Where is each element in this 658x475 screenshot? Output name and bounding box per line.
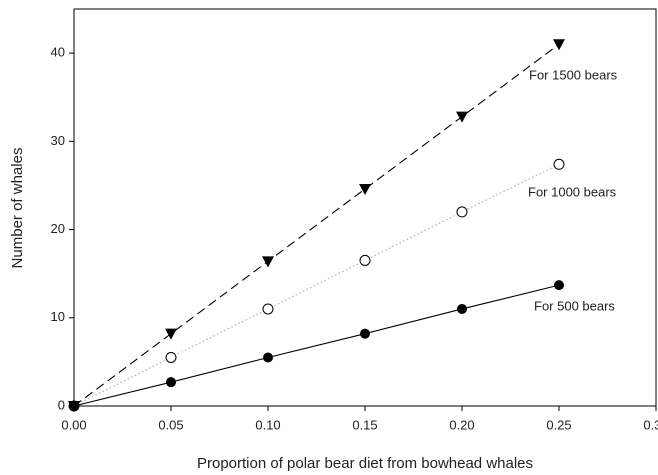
marker [359, 254, 371, 266]
marker [359, 183, 371, 195]
series-label: For 1500 bears [529, 67, 618, 82]
y-tick-label: 0 [58, 397, 65, 412]
series-line [73, 284, 560, 407]
x-tick-label: 0.25 [546, 417, 571, 432]
x-tick-label: 0.15 [352, 417, 377, 432]
y-tick-label: 10 [51, 309, 65, 324]
x-tick-label: 0.20 [449, 417, 474, 432]
series-line [73, 43, 560, 407]
marker [553, 158, 565, 170]
marker [360, 328, 370, 339]
marker [165, 328, 177, 340]
marker [456, 206, 468, 218]
marker [165, 351, 177, 363]
x-tick-label: 0.05 [158, 417, 183, 432]
y-axis-label: Number of whales [9, 148, 26, 269]
y-tick-label: 40 [51, 45, 65, 60]
marker [554, 280, 564, 291]
y-tick-label: 30 [51, 133, 65, 148]
x-tick-label: 0.00 [61, 417, 86, 432]
y-tick-label: 20 [51, 221, 65, 236]
marker [166, 377, 176, 388]
series-label: For 500 bears [534, 298, 615, 313]
marker [262, 303, 274, 315]
marker [262, 256, 274, 268]
x-tick-label: 0.30 [643, 417, 658, 432]
series-line [73, 163, 560, 407]
marker [553, 39, 565, 51]
x-tick-label: 0.10 [255, 417, 280, 432]
marker [456, 111, 468, 123]
x-axis-label: Proportion of polar bear diet from bowhe… [197, 455, 533, 472]
marker [69, 401, 79, 411]
marker [263, 352, 273, 363]
series-label: For 1000 bears [528, 184, 617, 199]
marker [457, 303, 467, 314]
